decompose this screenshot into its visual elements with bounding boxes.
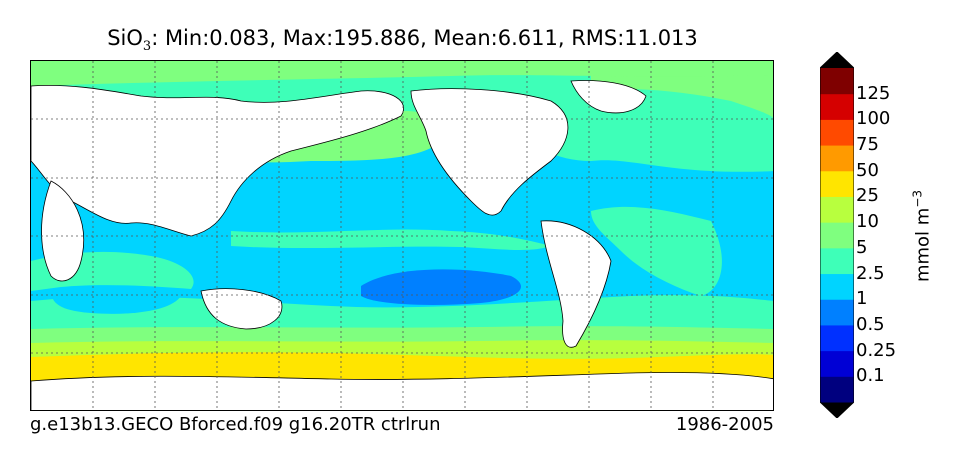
colorbar-segment: [820, 170, 854, 197]
colorbar-tick-label: 25: [856, 185, 879, 207]
run-name: g.e13b13.GECO Bforced.f09 g16.20TR ctrlr…: [30, 414, 441, 435]
units-base: mmol m: [912, 207, 934, 283]
colorbar-tick-label: 10: [856, 211, 879, 233]
colorbar-extend-max: [820, 52, 854, 68]
colorbar-tick-label: 0.25: [856, 339, 897, 361]
plot-title: SiO3: Min:0.083, Max:195.886, Mean:6.611…: [30, 26, 775, 54]
colorbar-segment: [820, 222, 854, 249]
ocean-region-2p5-atlantic: [591, 206, 722, 296]
map-svg: [31, 61, 773, 410]
south-america: [540, 220, 612, 348]
colorbar-tick-label: 50: [856, 159, 879, 181]
colorbar-segment: [820, 273, 854, 300]
colorbar-tick-label: 0.5: [856, 313, 885, 335]
colorbar-units: mmol m−3: [911, 190, 934, 282]
colorbar-segment: [820, 299, 854, 326]
units-exp: −3: [910, 189, 925, 208]
greenland: [570, 80, 647, 114]
colorbar-segment: [820, 196, 854, 223]
land-masses: [31, 80, 773, 410]
title-stats: : Min:0.083, Max:195.886, Mean:6.611, RM…: [151, 26, 698, 50]
eurasia: [31, 84, 404, 237]
period-label: 1986-2005: [675, 414, 774, 435]
colorbar-tick-label: 100: [856, 108, 891, 130]
colorbar-segment: [820, 145, 854, 172]
ocean-region-1-indian: [51, 284, 181, 314]
colorbar-tick-label: 2.5: [856, 262, 885, 284]
colorbar-segment: [820, 119, 854, 146]
title-subscript: 3: [142, 39, 152, 55]
map-panel: [30, 60, 774, 411]
antarctica: [31, 372, 773, 410]
australia: [200, 288, 283, 330]
ocean-region-5-arctic: [31, 61, 773, 86]
colorbar-segment: [820, 376, 854, 403]
colorbar-segment: [820, 350, 854, 377]
north-america: [410, 88, 569, 216]
colorbar-tick-label: 75: [856, 134, 879, 156]
colorbar-tick-label: 1: [856, 288, 868, 310]
graticule: [31, 61, 773, 410]
colorbar-tick-label: 0.1: [856, 365, 885, 387]
africa: [41, 180, 85, 282]
ocean-region-0p5-south-pacific: [361, 269, 521, 305]
colorbar-segment: [820, 324, 854, 352]
colorbar: [820, 52, 854, 418]
colorbar-segment: [820, 93, 854, 120]
colorbar-tick-label: 5: [856, 236, 868, 258]
colorbar-segment: [820, 247, 854, 275]
colorbar-extend-min: [820, 402, 854, 418]
title-species: SiO: [107, 26, 143, 50]
ocean-region-2p5-equator: [231, 229, 551, 250]
colorbar-tick-label: 125: [856, 82, 891, 104]
colorbar-segment: [820, 68, 854, 95]
